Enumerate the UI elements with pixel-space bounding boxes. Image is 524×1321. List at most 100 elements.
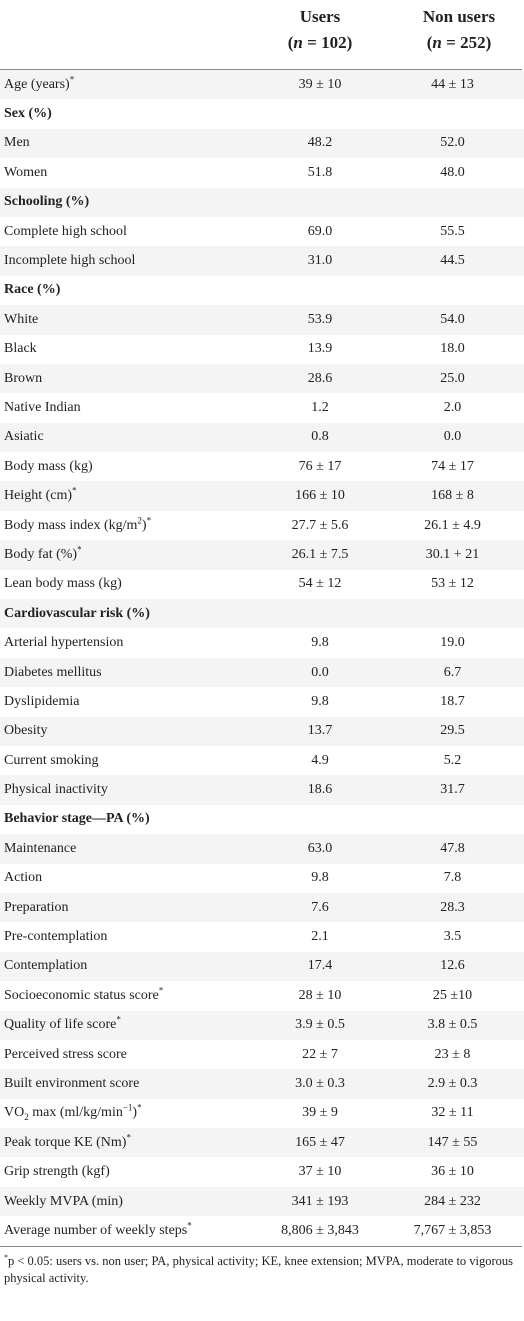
significance-marker: * [137,1102,142,1113]
cell-users: 54 ± 12 [298,576,342,592]
row-label-text: Peak torque KE (Nm) [4,1134,127,1150]
cell-non-users: 2.0 [443,399,462,415]
cell-non-users: 284 ± 232 [424,1193,481,1209]
table-row: Black 13.9 18.0 [0,334,524,364]
section-label: Sex (%) [0,106,255,122]
row-label: Age (years)* [0,74,255,93]
cell-non-users: 7.8 [443,870,462,886]
cell-non-users: 3.5 [443,929,462,945]
cell-non-users: 53 ± 12 [431,576,474,592]
cell-non-users: 25.0 [440,370,465,386]
cell-non-users: 0.0 [443,429,462,445]
cell-users: 48.2 [307,135,333,151]
cell-users: 51.8 [307,164,333,180]
row-label-text: Body fat (%) [4,546,78,562]
table-header: Users (n = 102) Non users (n = 252) [0,0,524,69]
cell-non-users: 168 ± 8 [431,488,474,504]
cell-non-users: 3.8 ± 0.5 [427,1017,478,1033]
table-row: Socioeconomic status score* 28 ± 10 25 ±10 [0,981,524,1011]
significance-marker: * [187,1220,192,1231]
cell-users: 18.6 [307,782,333,798]
section-label: Cardiovascular risk (%) [0,606,255,622]
section-row: Race (%) [0,275,524,306]
row-label-text: Cardiovascular risk (%) [4,605,150,621]
row-label: Native Indian [0,400,255,416]
column-header-non-users: Non users (n = 252) [394,4,524,56]
row-label: Perceived stress score [0,1047,255,1063]
table-row: Maintenance 63.0 47.8 [0,834,524,864]
table-row: Lean body mass (kg) 54 ± 12 53 ± 12 [0,569,524,600]
row-label: Complete high school [0,224,255,240]
table-row: Asiatic 0.8 0.0 [0,422,524,453]
table-row: Age (years)* 39 ± 10 44 ± 13 [0,70,524,100]
table-row: Body fat (%)* 26.1 ± 7.5 30.1 + 21 [0,540,524,570]
row-label-text: Schooling (%) [4,194,90,210]
cell-users: 27.7 ± 5.6 [291,517,349,533]
row-label-text: Average number of weekly steps [4,1222,188,1238]
cell-non-users: 23 ± 8 [434,1046,471,1062]
row-label-text-after: max (ml/kg/min [28,1105,123,1121]
cell-non-users: 55.5 [440,223,465,239]
row-label-text: Race (%) [4,282,61,298]
cell-users: 3.0 ± 0.3 [295,1075,345,1091]
table-row: Height (cm)* 166 ± 10 168 ± 8 [0,481,524,511]
row-label-text: Body mass index (kg/m [4,517,138,533]
cell-users: 2.1 [311,929,329,945]
column-header-non-users-n: (n = 252) [426,33,492,52]
cell-users: 53.9 [307,311,333,327]
cell-non-users: 36 ± 10 [431,1164,474,1180]
section-row: Behavior stage—PA (%) [0,804,524,835]
row-label-text: Lean body mass (kg) [4,576,122,592]
table-row: Weekly MVPA (min) 341 ± 193 284 ± 232 [0,1186,524,1217]
cell-users: 37 ± 10 [298,1164,342,1180]
row-label-text: Behavior stage—PA (%) [4,811,150,827]
row-label-text: Men [4,135,30,151]
table-row: Grip strength (kgf) 37 ± 10 36 ± 10 [0,1157,524,1187]
cell-non-users: 48.0 [440,164,465,180]
row-label-text: Native Indian [4,399,81,415]
table-row: Physical inactivity 18.6 31.7 [0,775,524,805]
cell-non-users: 44 ± 13 [431,76,474,92]
significance-marker: * [69,74,75,85]
cell-non-users: 7,767 ± 3,853 [413,1222,492,1238]
column-header-users: Users (n = 102) [255,4,385,56]
row-label-text: Diabetes mellitus [4,664,102,680]
row-label: White [0,312,255,328]
row-label: Grip strength (kgf) [0,1164,255,1180]
significance-marker: * [158,985,164,996]
header-rule [0,69,522,70]
row-label-text: Weekly MVPA (min) [4,1193,123,1209]
table-row: Quality of life score* 3.9 ± 0.5 3.8 ± 0.5 [0,1010,524,1040]
row-label: Arterial hypertension [0,635,255,651]
row-label-text: White [4,311,39,327]
table-row: White 53.9 54.0 [0,305,524,335]
row-label-subscript: 2 [24,1112,29,1123]
table-row: VO2 max (ml/kg/min−1)* 39 ± 9 32 ± 11 [0,1098,524,1129]
cell-users: 166 ± 10 [295,488,345,504]
row-label: Incomplete high school [0,253,255,269]
section-label: Race (%) [0,282,255,298]
table-row: Peak torque KE (Nm)* 165 ± 47 147 ± 55 [0,1128,524,1158]
row-label: Peak torque KE (Nm)* [0,1133,255,1151]
cell-users: 3.9 ± 0.5 [295,1017,345,1033]
table-row: Current smoking 4.9 5.2 [0,745,524,776]
cell-non-users: 28.3 [440,899,465,915]
cell-non-users: 5.2 [443,752,462,768]
cell-non-users: 74 ± 17 [431,458,474,474]
row-label-text: Obesity [4,723,48,739]
table-row: Diabetes mellitus 0.0 6.7 [0,657,524,688]
cell-users: 8,806 ± 3,843 [281,1222,359,1238]
cell-users: 39 ± 10 [298,76,342,92]
row-label-text: Grip strength (kgf) [4,1164,110,1180]
row-label: Obesity [0,723,255,739]
cell-non-users: 2.9 ± 0.3 [427,1075,478,1091]
cell-users: 28 ± 10 [298,987,342,1003]
significance-marker: * [77,544,82,555]
table-row: Brown 28.6 25.0 [0,363,524,394]
row-label-text: Physical inactivity [4,782,108,798]
cell-users: 17.4 [307,958,333,974]
row-label: Socioeconomic status score* [0,985,255,1004]
table-row: Dyslipidemia 9.8 18.7 [0,687,524,717]
cell-users: 341 ± 193 [291,1193,349,1209]
row-label-text: Pre-contemplation [4,929,108,945]
